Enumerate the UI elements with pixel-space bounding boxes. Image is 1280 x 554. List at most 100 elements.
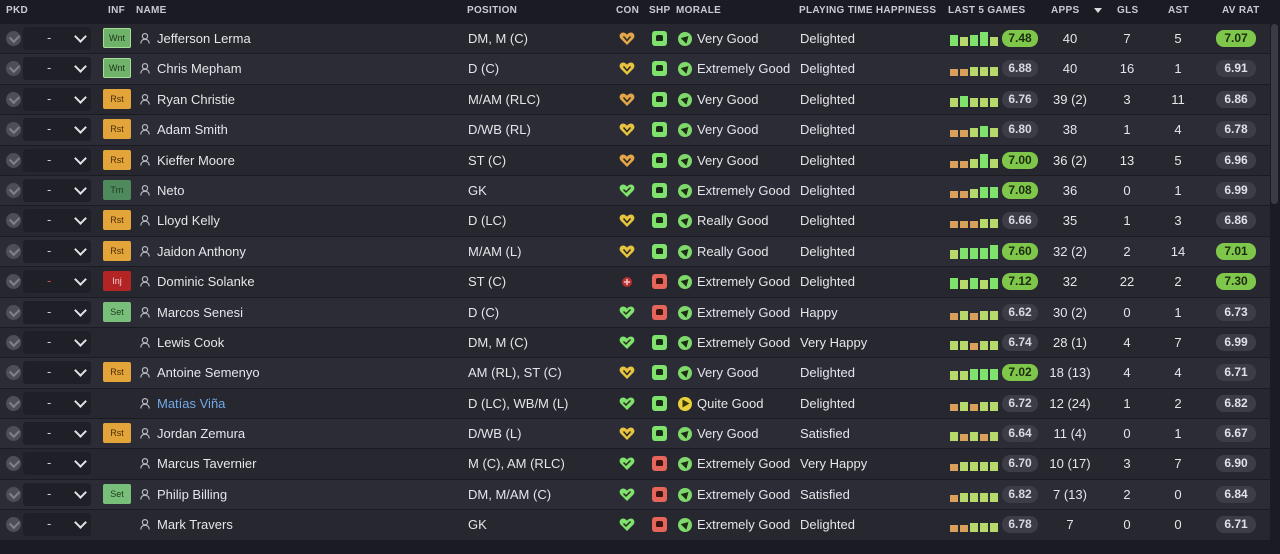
player-name[interactable]: Marcus Tavernier xyxy=(157,456,257,472)
picked-check-icon[interactable] xyxy=(6,274,21,290)
table-row[interactable]: - Rst Jaidon Anthony M/AM (L) Really Good Del… xyxy=(0,236,1270,267)
goals: 22 xyxy=(1119,274,1135,290)
table-row[interactable]: - Mark Travers GK Extremely Good Delighted 6.… xyxy=(0,510,1270,540)
picked-check-icon[interactable] xyxy=(6,517,21,533)
picked-check-icon[interactable] xyxy=(6,304,21,320)
info-badge[interactable]: Set xyxy=(103,483,131,504)
picked-check-icon[interactable] xyxy=(6,456,21,472)
info-badge[interactable]: Rst xyxy=(103,423,131,444)
info-badge[interactable]: Rst xyxy=(103,210,131,231)
selection-value: - xyxy=(47,425,52,441)
header-last-5-games[interactable]: LAST 5 GAMES xyxy=(948,5,1026,16)
info-badge[interactable]: Rst xyxy=(103,149,131,170)
selection-dropdown[interactable] xyxy=(23,148,91,172)
selection-dropdown[interactable] xyxy=(23,209,91,233)
selection-dropdown[interactable] xyxy=(23,300,91,324)
picked-check-icon[interactable] xyxy=(6,31,21,46)
info-badge[interactable]: Rst xyxy=(103,88,131,109)
selection-dropdown[interactable] xyxy=(23,270,91,294)
table-row[interactable]: - Rst Adam Smith D/WB (RL) Very Good Delighte… xyxy=(0,115,1270,145)
picked-check-icon[interactable] xyxy=(6,365,21,381)
picked-check-icon[interactable] xyxy=(6,426,21,442)
info-badge[interactable]: Rst xyxy=(103,119,131,140)
table-row[interactable]: - Wnt Chris Mepham D (C) Extremely Good Delig… xyxy=(0,54,1270,84)
selection-dropdown[interactable] xyxy=(23,118,91,142)
selection-dropdown[interactable] xyxy=(23,87,91,111)
table-row[interactable]: - Lewis Cook DM, M (C) Extremely Good Very H… xyxy=(0,327,1270,358)
info-badge[interactable]: Rst xyxy=(103,240,131,261)
table-row[interactable]: - Rst Lloyd Kelly D (LC) Really Good Delighte… xyxy=(0,206,1270,236)
table-row[interactable]: - Set Philip Billing DM, M/AM (C) Extremely … xyxy=(0,479,1270,510)
player-name[interactable]: Philip Billing xyxy=(157,486,228,502)
info-badge[interactable]: Trn xyxy=(103,179,131,200)
header-morale[interactable]: MORALE xyxy=(676,5,722,16)
picked-check-icon[interactable] xyxy=(6,213,21,229)
selection-dropdown[interactable] xyxy=(23,391,91,415)
selection-dropdown[interactable] xyxy=(23,361,91,385)
info-badge[interactable]: Wnt xyxy=(103,58,131,79)
picked-check-icon[interactable] xyxy=(6,334,21,350)
info-badge[interactable]: Inj xyxy=(103,271,131,292)
player-name[interactable]: Lloyd Kelly xyxy=(157,213,220,229)
scrollbar[interactable] xyxy=(1271,24,1278,204)
player-name[interactable]: Dominic Solanke xyxy=(157,274,255,290)
header-ast[interactable]: AST xyxy=(1168,5,1189,16)
selection-dropdown[interactable] xyxy=(23,330,91,354)
table-row[interactable]: - Inj Dominic Solanke ST (C) Extremely Good D… xyxy=(0,267,1270,297)
table-row[interactable]: - Marcus Tavernier M (C), AM (RLC) Extremel… xyxy=(0,449,1270,479)
header-playing-time-happiness[interactable]: PLAYING TIME HAPPINESS xyxy=(799,5,937,16)
header-position[interactable]: POSITION xyxy=(467,5,518,16)
selection-dropdown[interactable] xyxy=(23,482,91,506)
info-badge[interactable]: Wnt xyxy=(103,28,131,48)
player-name[interactable]: Matías Viña xyxy=(157,395,226,411)
picked-check-icon[interactable] xyxy=(6,395,21,411)
table-row[interactable]: - Rst Antoine Semenyo AM (RL), ST (C) Very G… xyxy=(0,358,1270,388)
table-row[interactable]: - Set Marcos Senesi D (C) Extremely Good Happ… xyxy=(0,297,1270,327)
player-name[interactable]: Neto xyxy=(157,182,185,198)
picked-check-icon[interactable] xyxy=(6,61,21,77)
info-badge[interactable]: Set xyxy=(103,301,131,322)
info-badge[interactable]: Rst xyxy=(103,362,131,383)
player-name[interactable]: Antoine Semenyo xyxy=(157,365,260,381)
selection-dropdown[interactable] xyxy=(23,27,91,50)
player-name[interactable]: Chris Mepham xyxy=(157,61,242,77)
player-name[interactable]: Marcos Senesi xyxy=(157,304,243,320)
table-row[interactable]: - Rst Jordan Zemura D/WB (L) Very Good Satisf… xyxy=(0,419,1270,449)
person-icon xyxy=(140,184,150,196)
table-row[interactable]: - Rst Kieffer Moore ST (C) Very Good Delighte… xyxy=(0,145,1270,175)
picked-check-icon[interactable] xyxy=(6,91,21,107)
average-rating: 6.73 xyxy=(1216,303,1256,321)
header-inf[interactable]: INF xyxy=(108,5,126,16)
selection-dropdown[interactable] xyxy=(23,178,91,202)
table-row[interactable]: - Wnt Jefferson Lerma DM, M (C) Very Good Del… xyxy=(0,24,1270,54)
header-con[interactable]: CON xyxy=(616,5,640,16)
table-row[interactable]: - Rst Ryan Christie M/AM (RLC) Very Good Deli… xyxy=(0,84,1270,115)
selection-dropdown[interactable] xyxy=(23,513,91,537)
header-name[interactable]: NAME xyxy=(136,5,167,16)
selection-dropdown[interactable] xyxy=(23,452,91,476)
table-row[interactable]: - Matías Viña D (LC), WB/M (L) Quite Good De… xyxy=(0,388,1270,419)
selection-dropdown[interactable] xyxy=(23,57,91,81)
morale-arrow-icon xyxy=(678,396,692,411)
header-gls[interactable]: GLS xyxy=(1117,5,1139,16)
player-name[interactable]: Jaidon Anthony xyxy=(157,243,246,259)
player-name[interactable]: Jefferson Lerma xyxy=(157,31,251,46)
header-pkd[interactable]: PKD xyxy=(6,5,29,16)
selection-dropdown[interactable] xyxy=(23,422,91,446)
player-name[interactable]: Ryan Christie xyxy=(157,91,236,107)
player-name[interactable]: Jordan Zemura xyxy=(157,426,246,442)
header-shp[interactable]: SHP xyxy=(649,5,671,16)
selection-dropdown[interactable] xyxy=(23,239,91,263)
picked-check-icon[interactable] xyxy=(6,486,21,502)
header-av-rat[interactable]: AV RAT xyxy=(1222,5,1260,16)
picked-check-icon[interactable] xyxy=(6,122,21,138)
player-name[interactable]: Mark Travers xyxy=(157,517,233,533)
player-name[interactable]: Kieffer Moore xyxy=(157,152,235,168)
player-name[interactable]: Adam Smith xyxy=(157,122,228,138)
picked-check-icon[interactable] xyxy=(6,182,21,198)
picked-check-icon[interactable] xyxy=(6,152,21,168)
table-row[interactable]: - Trn Neto GK Extremely Good Delighted 7.08 36 0… xyxy=(0,175,1270,206)
player-name[interactable]: Lewis Cook xyxy=(157,334,225,350)
header-apps[interactable]: APPS xyxy=(1051,5,1080,16)
picked-check-icon[interactable] xyxy=(6,243,21,259)
